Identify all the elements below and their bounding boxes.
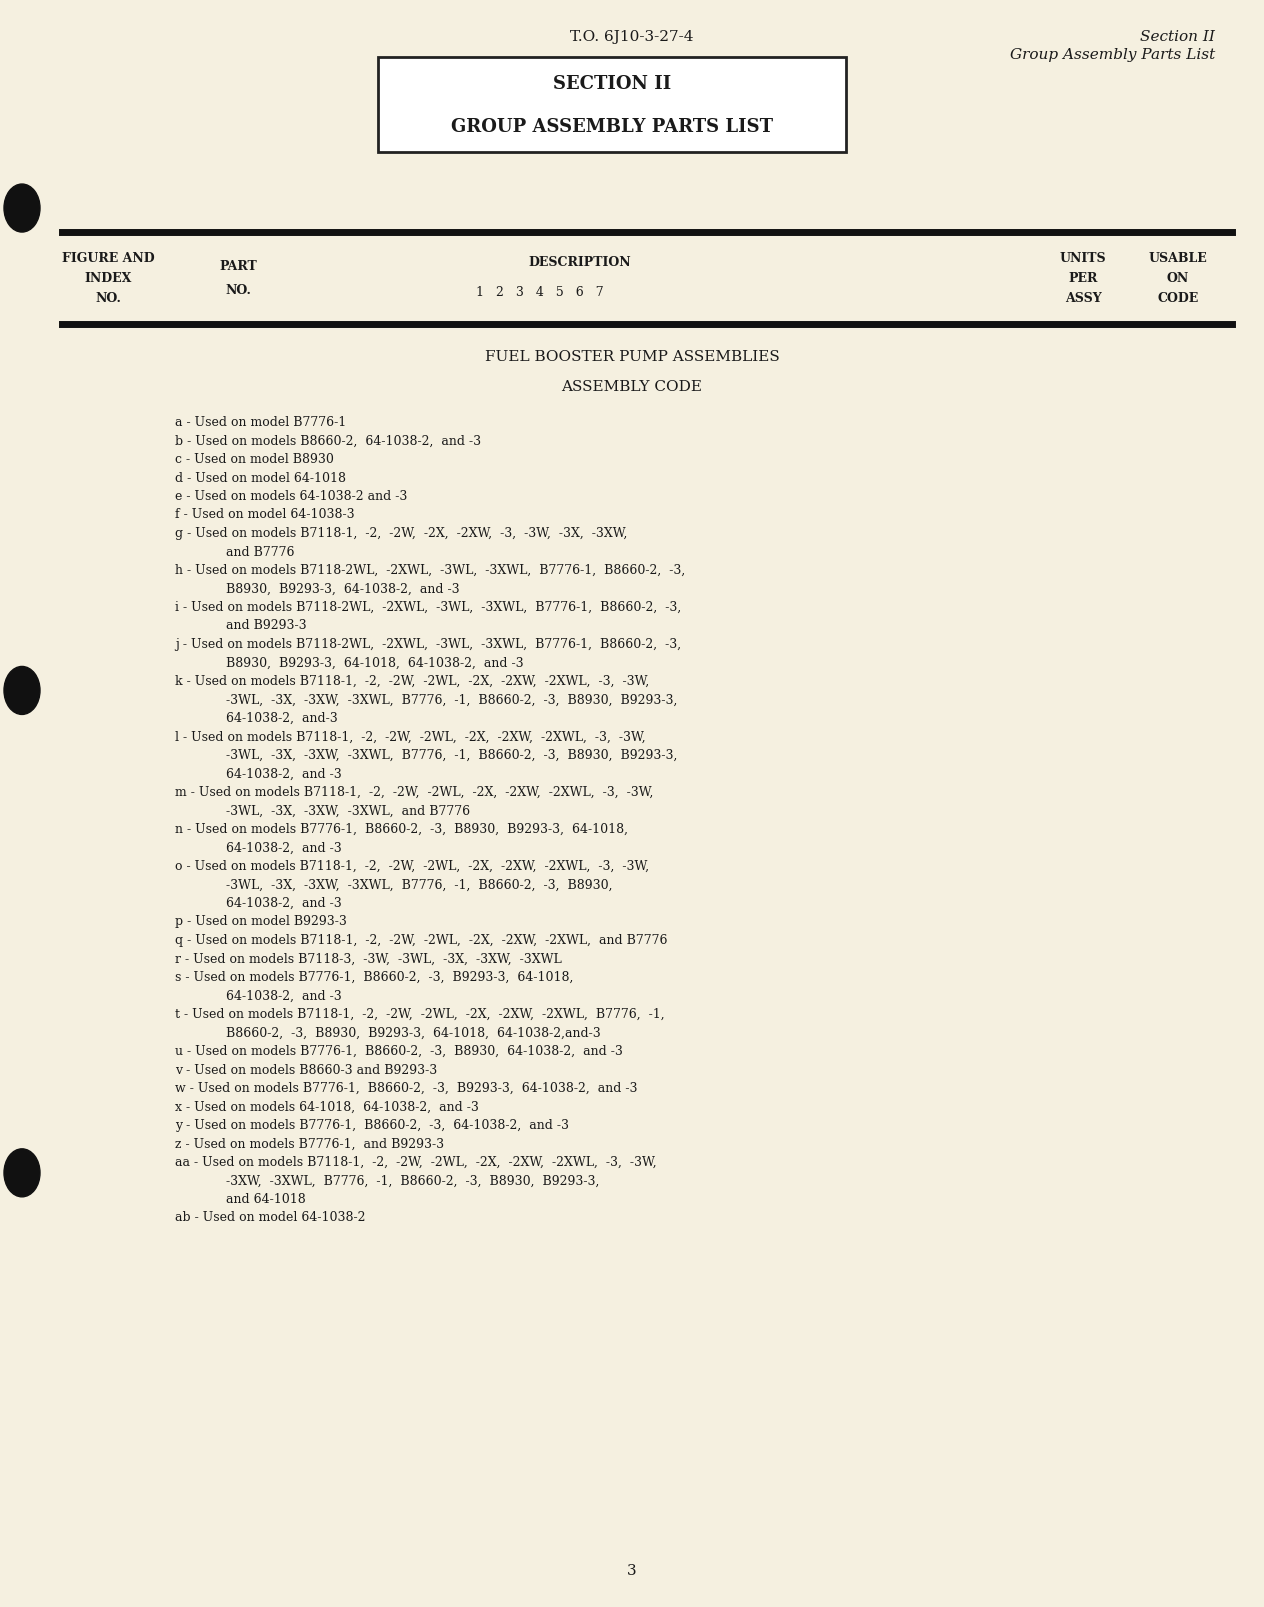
Ellipse shape [4, 185, 40, 233]
Text: USABLE: USABLE [1149, 252, 1207, 265]
Text: b - Used on models B8660-2,  64-1038-2,  and -3: b - Used on models B8660-2, 64-1038-2, a… [174, 434, 482, 447]
Text: y - Used on models B7776-1,  B8660-2,  -3,  64-1038-2,  and -3: y - Used on models B7776-1, B8660-2, -3,… [174, 1118, 569, 1131]
Text: d - Used on model 64-1018: d - Used on model 64-1018 [174, 471, 346, 484]
Text: and B7776: and B7776 [210, 545, 295, 558]
Text: z - Used on models B7776-1,  and B9293-3: z - Used on models B7776-1, and B9293-3 [174, 1136, 444, 1149]
Text: ON: ON [1167, 272, 1189, 286]
Text: 64-1038-2,  and-3: 64-1038-2, and-3 [210, 712, 337, 725]
Text: 1   2   3   4   5   6   7: 1 2 3 4 5 6 7 [477, 286, 604, 299]
Text: and 64-1018: and 64-1018 [210, 1192, 306, 1205]
Text: t - Used on models B7118-1,  -2,  -2W,  -2WL,  -2X,  -2XW,  -2XWL,  B7776,  -1,: t - Used on models B7118-1, -2, -2W, -2W… [174, 1008, 665, 1020]
Text: and B9293-3: and B9293-3 [210, 619, 307, 632]
Text: i - Used on models B7118-2WL,  -2XWL,  -3WL,  -3XWL,  B7776-1,  B8660-2,  -3,: i - Used on models B7118-2WL, -2XWL, -3W… [174, 601, 681, 614]
Text: DESCRIPTION: DESCRIPTION [528, 257, 631, 270]
Text: -3WL,  -3X,  -3XW,  -3XWL,  B7776,  -1,  B8660-2,  -3,  B8930,: -3WL, -3X, -3XW, -3XWL, B7776, -1, B8660… [210, 877, 613, 890]
Text: B8660-2,  -3,  B8930,  B9293-3,  64-1018,  64-1038-2,and-3: B8660-2, -3, B8930, B9293-3, 64-1018, 64… [210, 1025, 600, 1038]
Text: SECTION II: SECTION II [552, 76, 671, 93]
Text: NO.: NO. [225, 284, 252, 297]
Text: j - Used on models B7118-2WL,  -2XWL,  -3WL,  -3XWL,  B7776-1,  B8660-2,  -3,: j - Used on models B7118-2WL, -2XWL, -3W… [174, 638, 681, 651]
Text: p - Used on model B9293-3: p - Used on model B9293-3 [174, 914, 346, 927]
Text: 64-1038-2,  and -3: 64-1038-2, and -3 [210, 767, 341, 779]
Text: PART: PART [219, 260, 257, 273]
Text: q - Used on models B7118-1,  -2,  -2W,  -2WL,  -2X,  -2XW,  -2XWL,  and B7776: q - Used on models B7118-1, -2, -2W, -2W… [174, 934, 667, 947]
Text: ab - Used on model 64-1038-2: ab - Used on model 64-1038-2 [174, 1210, 365, 1225]
Text: FIGURE AND: FIGURE AND [62, 252, 154, 265]
Text: g - Used on models B7118-1,  -2,  -2W,  -2X,  -2XW,  -3,  -3W,  -3X,  -3XW,: g - Used on models B7118-1, -2, -2W, -2X… [174, 527, 627, 540]
Text: Group Assembly Parts List: Group Assembly Parts List [1010, 48, 1215, 63]
Text: -3WL,  -3X,  -3XW,  -3XWL,  B7776,  -1,  B8660-2,  -3,  B8930,  B9293-3,: -3WL, -3X, -3XW, -3XWL, B7776, -1, B8660… [210, 693, 678, 705]
Text: -3WL,  -3X,  -3XW,  -3XWL,  B7776,  -1,  B8660-2,  -3,  B8930,  B9293-3,: -3WL, -3X, -3XW, -3XWL, B7776, -1, B8660… [210, 749, 678, 762]
Text: NO.: NO. [95, 292, 121, 305]
Text: o - Used on models B7118-1,  -2,  -2W,  -2WL,  -2X,  -2XW,  -2XWL,  -3,  -3W,: o - Used on models B7118-1, -2, -2W, -2W… [174, 860, 650, 873]
Text: UNITS: UNITS [1059, 252, 1106, 265]
Text: f - Used on model 64-1038-3: f - Used on model 64-1038-3 [174, 508, 355, 521]
Text: GROUP ASSEMBLY PARTS LIST: GROUP ASSEMBLY PARTS LIST [451, 117, 774, 137]
Text: B8930,  B9293-3,  64-1038-2,  and -3: B8930, B9293-3, 64-1038-2, and -3 [210, 582, 460, 595]
Text: PER: PER [1068, 272, 1097, 286]
Text: n - Used on models B7776-1,  B8660-2,  -3,  B8930,  B9293-3,  64-1018,: n - Used on models B7776-1, B8660-2, -3,… [174, 823, 628, 836]
Text: CODE: CODE [1158, 292, 1198, 305]
Text: h - Used on models B7118-2WL,  -2XWL,  -3WL,  -3XWL,  B7776-1,  B8660-2,  -3,: h - Used on models B7118-2WL, -2XWL, -3W… [174, 564, 685, 577]
Text: 64-1038-2,  and -3: 64-1038-2, and -3 [210, 897, 341, 910]
Text: 64-1038-2,  and -3: 64-1038-2, and -3 [210, 840, 341, 853]
Text: e - Used on models 64-1038-2 and -3: e - Used on models 64-1038-2 and -3 [174, 490, 407, 503]
Text: l - Used on models B7118-1,  -2,  -2W,  -2WL,  -2X,  -2XW,  -2XWL,  -3,  -3W,: l - Used on models B7118-1, -2, -2W, -2W… [174, 730, 646, 742]
Text: r - Used on models B7118-3,  -3W,  -3WL,  -3X,  -3XW,  -3XWL: r - Used on models B7118-3, -3W, -3WL, -… [174, 951, 561, 964]
Text: Section II: Section II [1140, 31, 1215, 43]
Text: a - Used on model B7776-1: a - Used on model B7776-1 [174, 416, 346, 429]
Text: s - Used on models B7776-1,  B8660-2,  -3,  B9293-3,  64-1018,: s - Used on models B7776-1, B8660-2, -3,… [174, 971, 574, 983]
Text: 64-1038-2,  and -3: 64-1038-2, and -3 [210, 988, 341, 1001]
Text: m - Used on models B7118-1,  -2,  -2W,  -2WL,  -2X,  -2XW,  -2XWL,  -3,  -3W,: m - Used on models B7118-1, -2, -2W, -2W… [174, 786, 653, 799]
Text: FUEL BOOSTER PUMP ASSEMBLIES: FUEL BOOSTER PUMP ASSEMBLIES [484, 350, 780, 363]
Text: k - Used on models B7118-1,  -2,  -2W,  -2WL,  -2X,  -2XW,  -2XWL,  -3,  -3W,: k - Used on models B7118-1, -2, -2W, -2W… [174, 675, 650, 688]
Text: ASSY: ASSY [1064, 292, 1101, 305]
Text: -3XW,  -3XWL,  B7776,  -1,  B8660-2,  -3,  B8930,  B9293-3,: -3XW, -3XWL, B7776, -1, B8660-2, -3, B89… [210, 1173, 599, 1186]
Text: B8930,  B9293-3,  64-1018,  64-1038-2,  and -3: B8930, B9293-3, 64-1018, 64-1038-2, and … [210, 656, 523, 669]
Text: u - Used on models B7776-1,  B8660-2,  -3,  B8930,  64-1038-2,  and -3: u - Used on models B7776-1, B8660-2, -3,… [174, 1045, 623, 1057]
Text: -3WL,  -3X,  -3XW,  -3XWL,  and B7776: -3WL, -3X, -3XW, -3XWL, and B7776 [210, 804, 470, 816]
Text: T.O. 6J10-3-27-4: T.O. 6J10-3-27-4 [570, 31, 694, 43]
Text: 3: 3 [627, 1564, 637, 1576]
Text: c - Used on model B8930: c - Used on model B8930 [174, 453, 334, 466]
Text: v - Used on models B8660-3 and B9293-3: v - Used on models B8660-3 and B9293-3 [174, 1062, 437, 1075]
Ellipse shape [4, 667, 40, 715]
Bar [378, 58, 846, 153]
Text: w - Used on models B7776-1,  B8660-2,  -3,  B9293-3,  64-1038-2,  and -3: w - Used on models B7776-1, B8660-2, -3,… [174, 1082, 637, 1094]
Ellipse shape [4, 1149, 40, 1197]
Text: ASSEMBLY CODE: ASSEMBLY CODE [561, 379, 703, 394]
Text: x - Used on models 64-1018,  64-1038-2,  and -3: x - Used on models 64-1018, 64-1038-2, a… [174, 1099, 479, 1112]
Text: aa - Used on models B7118-1,  -2,  -2W,  -2WL,  -2X,  -2XW,  -2XWL,  -3,  -3W,: aa - Used on models B7118-1, -2, -2W, -2… [174, 1155, 656, 1168]
Text: INDEX: INDEX [85, 272, 131, 286]
